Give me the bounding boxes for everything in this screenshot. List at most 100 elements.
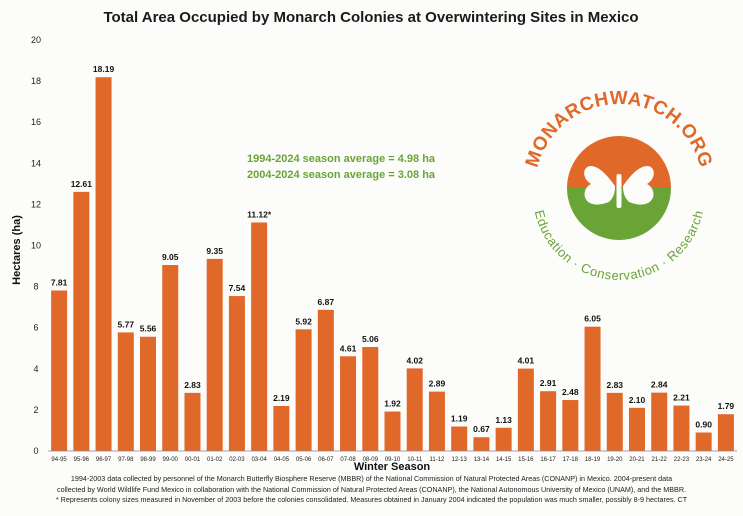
y-tick-label: 10 — [31, 241, 41, 251]
y-tick-label: 14 — [31, 158, 41, 168]
bar-10-11 — [406, 368, 423, 451]
x-tick-97-98: 97-98 — [118, 457, 134, 463]
value-label-05-06: 5.92 — [295, 316, 312, 326]
chart-title: Total Area Occupied by Monarch Colonies … — [103, 9, 638, 26]
value-label-19-20: 2.83 — [606, 380, 623, 390]
x-tick-07-08: 07-08 — [340, 457, 356, 463]
x-tick-00-01: 00-01 — [185, 457, 201, 463]
bar-01-02 — [206, 258, 223, 451]
value-label-98-99: 5.56 — [140, 324, 157, 334]
value-label-00-01: 2.83 — [184, 380, 201, 390]
bar-06-07 — [317, 309, 334, 451]
bar-17-18 — [562, 400, 579, 451]
value-label-08-09: 5.06 — [362, 334, 379, 344]
value-label-21-22: 2.84 — [651, 380, 668, 390]
bar-11-12 — [428, 391, 445, 451]
value-label-01-02: 9.35 — [206, 246, 223, 256]
bar-00-01 — [184, 392, 201, 451]
y-tick-label: 2 — [33, 405, 38, 415]
y-tick-label: 18 — [31, 76, 41, 86]
bar-07-08 — [340, 356, 357, 451]
value-label-18-19: 6.05 — [584, 314, 601, 324]
value-label-09-10: 1.92 — [384, 399, 401, 409]
y-tick-label: 4 — [33, 364, 38, 374]
value-label-17-18: 2.48 — [562, 387, 579, 397]
value-label-94-95: 7.81 — [51, 278, 68, 288]
x-tick-21-22: 21-22 — [652, 457, 668, 463]
y-tick-label: 12 — [31, 199, 41, 209]
bar-05-06 — [295, 329, 312, 451]
value-label-10-11: 4.02 — [406, 355, 423, 365]
y-tick-label: 16 — [31, 117, 41, 127]
x-tick-18-19: 18-19 — [585, 457, 601, 463]
bar-96-97 — [95, 77, 112, 452]
x-tick-24-25: 24-25 — [718, 457, 734, 463]
footnote-line: 1994-2003 data collected by personnel of… — [70, 474, 673, 483]
x-tick-05-06: 05-06 — [296, 457, 312, 463]
value-label-04-05: 2.19 — [273, 393, 290, 403]
x-tick-13-14: 13-14 — [474, 457, 490, 463]
bar-20-21 — [628, 407, 645, 451]
bar-04-05 — [273, 405, 290, 451]
x-tick-03-04: 03-04 — [251, 457, 267, 463]
bar-19-20 — [606, 392, 623, 451]
x-tick-15-16: 15-16 — [518, 457, 534, 463]
value-label-07-08: 4.61 — [340, 343, 357, 353]
value-label-02-03: 7.54 — [229, 283, 246, 293]
value-label-13-14: 0.67 — [473, 424, 490, 434]
bar-24-25 — [717, 414, 734, 451]
bar-94-95 — [51, 290, 68, 451]
bar-02-03 — [228, 296, 245, 451]
butterfly-icon — [584, 165, 654, 208]
value-label-14-15: 1.13 — [495, 415, 512, 425]
y-axis-ticks: 0 2 4 6 8 10 12 14 16 18 20 — [31, 35, 41, 456]
value-label-99-00: 9.05 — [162, 252, 179, 262]
value-labels: 7.81 12.61 18.19 5.77 5.56 9.05 2.83 9.35 7.54 11… — [51, 64, 735, 434]
x-tick-06-07: 06-07 — [318, 457, 334, 463]
x-tick-04-05: 04-05 — [274, 457, 290, 463]
annotation-avg-1994-2024: 1994-2024 season average = 4.98 ha — [247, 153, 436, 165]
x-tick-99-00: 99-00 — [163, 457, 179, 463]
bar-97-98 — [117, 332, 134, 451]
bar-15-16 — [517, 368, 534, 451]
y-tick-label: 20 — [31, 35, 41, 45]
x-tick-11-12: 11-12 — [429, 457, 445, 463]
x-tick-01-02: 01-02 — [207, 457, 223, 463]
y-tick-label: 6 — [33, 323, 38, 333]
bar-16-17 — [540, 391, 557, 451]
bar-13-14 — [473, 437, 490, 451]
x-tick-10-11: 10-11 — [407, 457, 423, 463]
value-label-22-23: 2.21 — [673, 393, 690, 403]
x-tick-09-10: 09-10 — [385, 457, 401, 463]
x-tick-12-13: 12-13 — [451, 457, 467, 463]
bar-98-99 — [140, 336, 157, 451]
footnote: 1994-2003 data collected by personnel of… — [0, 474, 743, 506]
x-tick-17-18: 17-18 — [563, 457, 579, 463]
bar-99-00 — [162, 265, 179, 451]
bar-03-04 — [251, 222, 268, 451]
x-tick-08-09: 08-09 — [363, 457, 379, 463]
value-label-24-25: 1.79 — [718, 401, 735, 411]
monarchwatch-logo: MONARCHWATCH.ORG Education · Conservatio… — [522, 88, 716, 283]
bar-14-15 — [495, 427, 512, 451]
x-axis-ticks: 94-95 95-96 96-97 97-98 98-99 99-00 00-01 01-02… — [51, 457, 734, 463]
bar-09-10 — [384, 411, 401, 451]
value-label-96-97: 18.19 — [93, 64, 115, 74]
bar-08-09 — [362, 347, 379, 451]
x-tick-22-23: 22-23 — [674, 457, 690, 463]
x-tick-20-21: 20-21 — [629, 457, 645, 463]
x-tick-96-97: 96-97 — [96, 457, 112, 463]
value-label-11-12: 2.89 — [429, 379, 446, 389]
x-tick-02-03: 02-03 — [229, 457, 245, 463]
value-label-15-16: 4.01 — [518, 356, 535, 366]
y-tick-label: 0 — [33, 446, 38, 456]
value-label-06-07: 6.87 — [318, 297, 335, 307]
footnote-line: collected by World Wildlife Fund Mexico … — [56, 484, 687, 494]
x-axis-label: Winter Season — [354, 461, 431, 473]
x-tick-98-99: 98-99 — [140, 457, 156, 463]
x-tick-95-96: 95-96 — [74, 457, 90, 463]
y-tick-label: 8 — [33, 282, 38, 292]
bar-21-22 — [651, 392, 668, 451]
y-axis-label: Hectares (ha) — [11, 215, 23, 285]
